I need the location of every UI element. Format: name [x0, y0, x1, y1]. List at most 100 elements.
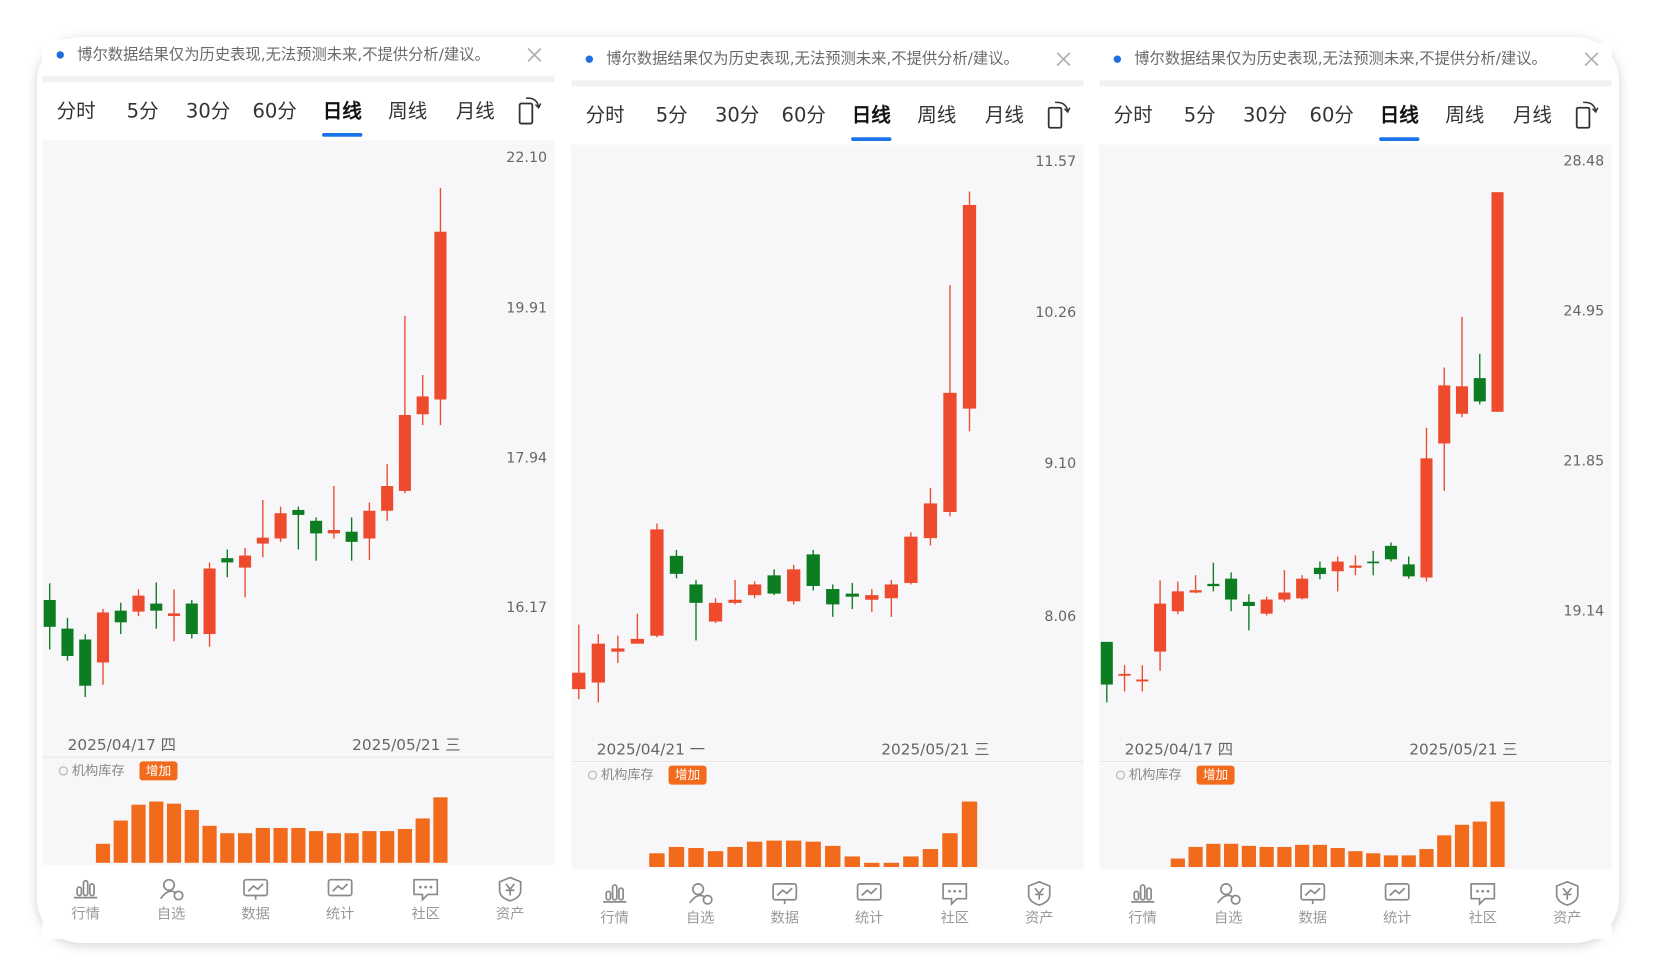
tab[interactable]: 月线: [456, 99, 495, 122]
candle-body: [292, 509, 305, 515]
tab[interactable]: 分时: [1114, 104, 1153, 127]
volume-bar: [1170, 858, 1185, 868]
candle-body: [221, 558, 234, 563]
nav-item[interactable]: 数据: [770, 883, 799, 927]
notice-bar: [571, 43, 1084, 80]
rotate-button[interactable]: [1047, 101, 1071, 129]
nav-icon: [1481, 889, 1485, 893]
nav-icon: [691, 883, 705, 896]
nav-item[interactable]: 行情: [600, 884, 629, 927]
nav-item[interactable]: 数据: [1298, 883, 1327, 927]
nav-icon: [76, 886, 83, 897]
notice-bar: [42, 39, 555, 75]
tab[interactable]: 分时: [57, 99, 96, 122]
candle-body: [826, 589, 840, 605]
close-button[interactable]: [1584, 52, 1599, 67]
tab[interactable]: 5分: [127, 99, 159, 122]
nav-item[interactable]: 社区: [1468, 883, 1497, 927]
volume-bar: [433, 797, 448, 863]
volume-bar: [766, 840, 782, 868]
candle-body: [865, 595, 879, 600]
nav-label: 数据: [241, 906, 270, 923]
nav-icon: [88, 883, 95, 897]
nav-icon: [1384, 883, 1410, 901]
candle-body: [150, 603, 163, 611]
nav-item[interactable]: 自选: [686, 883, 715, 927]
nav-item[interactable]: 社区: [411, 878, 440, 923]
nav-item[interactable]: 数据: [241, 878, 270, 923]
candle-body: [611, 648, 625, 652]
tab[interactable]: 日线: [1380, 104, 1420, 127]
nav-item[interactable]: 社区: [940, 883, 969, 927]
tab[interactable]: 60分: [1310, 104, 1354, 127]
tab[interactable]: 5分: [656, 104, 688, 127]
y-tick-label: 8.06: [1044, 609, 1076, 625]
separator: [42, 76, 555, 83]
nav-item[interactable]: 统计: [855, 883, 884, 927]
badge: [1196, 765, 1235, 785]
candle-body: [591, 643, 605, 683]
volume-bar: [344, 833, 359, 863]
start-date: 2025/04/21 一: [597, 740, 705, 758]
volume-icon: [587, 770, 598, 780]
notice-text: 博尔数据结果仅为历史表现,无法预测未来,不提供分析/建议。: [77, 45, 490, 63]
candle-body: [884, 584, 899, 599]
tab[interactable]: 30分: [1243, 104, 1287, 127]
tab[interactable]: 周线: [917, 104, 956, 127]
candle-body: [434, 231, 447, 400]
volume-bar: [273, 827, 288, 863]
nav-item[interactable]: 自选: [157, 878, 186, 923]
rotate-button[interactable]: [1575, 101, 1599, 129]
volume-bar: [1259, 846, 1274, 868]
nav-icon: [856, 883, 882, 901]
volume-bar: [291, 827, 306, 863]
phone-panel: 博尔数据结果仅为历史表现,无法预测未来,不提供分析/建议。分时 5分 30分 60分 日…: [571, 43, 1084, 939]
nav-icon: [611, 884, 618, 901]
tab[interactable]: 60分: [252, 99, 296, 122]
close-button[interactable]: [1056, 52, 1071, 67]
nav-item[interactable]: 行情: [71, 879, 100, 923]
nav-item[interactable]: 行情: [1128, 884, 1157, 927]
tab[interactable]: 周线: [388, 99, 427, 122]
candle-body: [1473, 378, 1486, 402]
rotate-icon: [518, 102, 534, 125]
notice-dot: [1113, 55, 1122, 63]
tab[interactable]: 月线: [1513, 104, 1552, 127]
volume-bar: [746, 841, 763, 868]
chart-area: [1099, 144, 1612, 761]
end-date: 2025/05/21 三: [352, 736, 460, 754]
nav-item[interactable]: 资产: [1025, 880, 1054, 927]
tab[interactable]: 60分: [782, 104, 826, 127]
candle-body: [1296, 578, 1309, 599]
tab[interactable]: 30分: [715, 104, 759, 127]
tab[interactable]: 日线: [323, 99, 363, 122]
nav-icon: [332, 883, 349, 892]
y-tick-label: 21.85: [1563, 453, 1604, 469]
y-tick-label: 28.48: [1563, 154, 1604, 170]
candle-body: [1420, 458, 1433, 578]
tab[interactable]: 日线: [852, 104, 892, 127]
volume-bar: [326, 833, 341, 863]
nav-item[interactable]: 统计: [1383, 883, 1412, 927]
close-button[interactable]: [527, 47, 542, 62]
tab[interactable]: 30分: [186, 99, 230, 122]
nav-item[interactable]: 自选: [1214, 883, 1243, 927]
badge-text: 增加: [675, 767, 700, 782]
nav-item[interactable]: 资产: [1553, 880, 1582, 927]
nav-icon: [247, 883, 264, 892]
rotate-icon: [1047, 106, 1063, 129]
tab[interactable]: 分时: [586, 104, 625, 127]
tab[interactable]: 5分: [1184, 104, 1216, 127]
nav-icon: [942, 883, 968, 907]
volume-bar: [727, 846, 743, 868]
nav-icon: [1486, 889, 1490, 893]
volume-bar: [380, 831, 395, 863]
volume-bar: [707, 851, 724, 868]
rotate-button[interactable]: [518, 97, 542, 125]
nav-item[interactable]: 统计: [326, 878, 355, 923]
nav-item[interactable]: 资产: [496, 876, 525, 923]
nav-label: 行情: [600, 910, 629, 927]
tab[interactable]: 周线: [1445, 104, 1484, 127]
tab[interactable]: 月线: [985, 104, 1024, 127]
volume-bar: [1454, 824, 1470, 868]
